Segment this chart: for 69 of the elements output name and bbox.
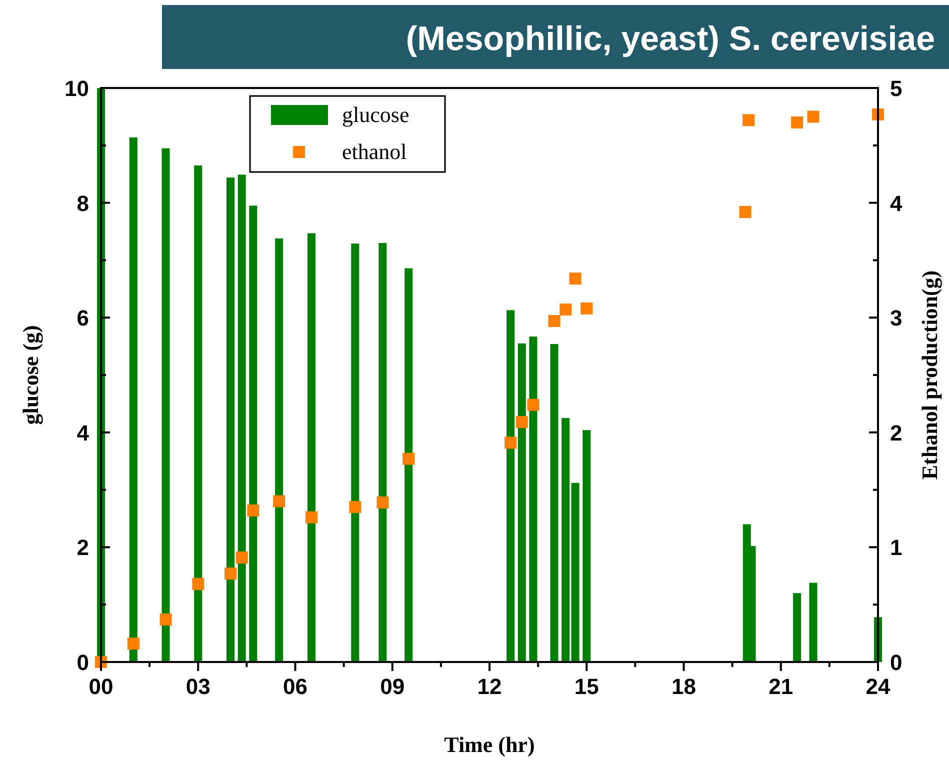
- x-tick-label: 03: [186, 674, 210, 699]
- y2-tick-label: 5: [890, 76, 902, 101]
- point: [580, 302, 593, 314]
- point: [527, 398, 540, 411]
- point: [236, 552, 248, 564]
- bar: [809, 582, 818, 662]
- bar: [226, 178, 234, 662]
- point: [791, 116, 804, 128]
- bar: [162, 148, 170, 662]
- y2-tick-label: 0: [890, 650, 902, 675]
- point: [504, 436, 517, 449]
- y-tick-label: 2: [76, 535, 89, 560]
- y-axis-title: glucose (g): [18, 325, 43, 425]
- legend-label: ethanol: [342, 139, 407, 164]
- x-tick-label: 15: [574, 674, 599, 699]
- bar: [571, 482, 580, 662]
- point: [376, 496, 389, 508]
- bar: [238, 174, 246, 662]
- y-tick-label: 4: [76, 420, 90, 446]
- bar: [506, 310, 515, 662]
- y2-tick-label: 1: [890, 535, 902, 560]
- x-tick-label: 06: [283, 674, 308, 699]
- x-tick-label: 18: [672, 674, 696, 699]
- point: [273, 495, 286, 508]
- y2-tick-label: 4: [890, 190, 903, 216]
- bar: [275, 238, 284, 662]
- bar: [529, 336, 538, 662]
- bar: [194, 165, 202, 662]
- bar: [582, 430, 591, 662]
- point: [247, 504, 260, 516]
- bar: [378, 242, 387, 662]
- point: [127, 638, 140, 650]
- point: [516, 416, 528, 428]
- point: [807, 110, 820, 123]
- bar: [550, 344, 558, 662]
- x-axis-title: Time (hr): [444, 732, 535, 757]
- bar: [793, 593, 802, 662]
- legend-label: glucose: [342, 102, 410, 127]
- x-tick-label: 09: [380, 674, 405, 699]
- y2-axis-title: Ethanol production(g): [917, 270, 942, 480]
- point: [160, 614, 172, 626]
- bar: [249, 206, 258, 662]
- bar: [307, 233, 316, 662]
- point: [224, 568, 236, 580]
- point: [739, 206, 752, 218]
- point: [569, 272, 582, 285]
- y-tick-label: 0: [76, 650, 89, 675]
- bar: [562, 418, 570, 662]
- point: [192, 578, 204, 590]
- y-tick-label: 8: [76, 190, 89, 216]
- point: [560, 304, 572, 316]
- bar: [129, 137, 138, 662]
- point: [742, 114, 754, 126]
- x-tick-label: 00: [88, 674, 114, 699]
- chart-title: (Mesophillic, yeast) S. cerevisiae: [406, 20, 935, 58]
- x-tick-label: 12: [477, 674, 502, 699]
- bar: [351, 244, 360, 662]
- point: [349, 501, 362, 514]
- point: [548, 315, 560, 328]
- bar: [518, 343, 526, 662]
- y-tick-label: 10: [64, 76, 89, 101]
- y2-tick-label: 3: [890, 306, 902, 331]
- bar: [404, 268, 413, 662]
- y2-tick-label: 2: [890, 420, 902, 446]
- point: [305, 511, 318, 524]
- point: [402, 452, 415, 465]
- x-tick-label: 24: [866, 674, 891, 699]
- y-tick-label: 6: [76, 306, 89, 331]
- x-tick-label: 21: [768, 674, 794, 699]
